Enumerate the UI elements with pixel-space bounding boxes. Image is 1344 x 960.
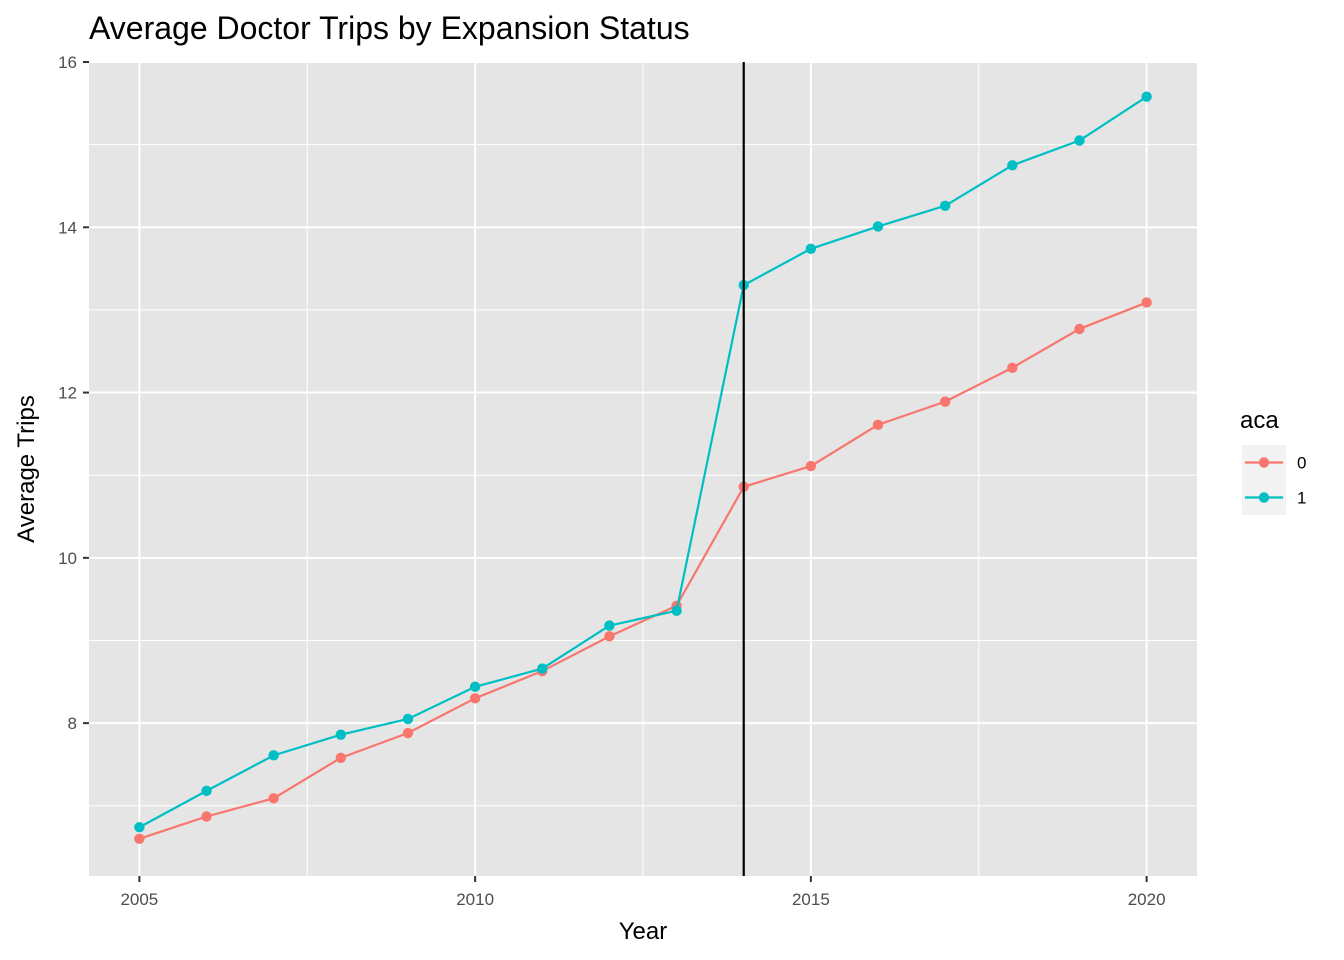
data-point-1-2017 [939, 200, 951, 211]
y-tick-label: 12 [58, 384, 77, 403]
data-point-0-2012 [604, 631, 615, 642]
x-tick-label: 2020 [1128, 890, 1166, 909]
data-point-1-2011 [537, 663, 548, 674]
series-line-0 [139, 301, 1148, 840]
data-point-1-2007 [268, 750, 279, 761]
legend-item-1: 1 [1242, 480, 1306, 515]
series-1 [134, 91, 1152, 833]
y-tick-label: 16 [58, 53, 77, 72]
chart-title: Average Doctor Trips by Expansion Status [89, 10, 690, 46]
data-point-0-2019 [1074, 323, 1085, 335]
data-point-1-2019 [1074, 135, 1085, 146]
legend: aca 0 1 [1240, 407, 1306, 515]
data-point-1-2012 [604, 620, 615, 631]
x-tick-label: 2015 [792, 890, 830, 909]
data-point-1-2018 [1007, 160, 1018, 171]
data-point-0-2006 [201, 811, 212, 822]
x-axis: 2005 2010 2015 2020 [120, 876, 1166, 909]
data-point-0-2018 [1007, 362, 1018, 373]
data-point-0-2005 [134, 833, 145, 845]
series-line-1 [138, 95, 1148, 829]
data-point-1-2015 [805, 243, 817, 254]
data-point-0-2015 [805, 460, 817, 472]
legend-label-1: 1 [1297, 489, 1306, 508]
series-0 [134, 297, 1152, 845]
y-tick-label: 14 [58, 218, 77, 237]
data-point-1-2010 [469, 681, 481, 692]
y-tick-label: 10 [58, 549, 77, 568]
data-point-0-2016 [872, 419, 884, 430]
x-tick-label: 2010 [456, 890, 494, 909]
data-point-1-2008 [335, 729, 347, 740]
legend-label-0: 0 [1297, 454, 1306, 473]
data-point-1-2005 [134, 822, 145, 833]
legend-key-point [1258, 492, 1270, 503]
data-point-0-2007 [268, 793, 279, 804]
y-axis: 8 10 12 14 16 [58, 53, 89, 733]
data-point-1-2009 [402, 713, 414, 725]
y-tick-label: 8 [68, 714, 77, 733]
x-axis-title: Year [619, 918, 668, 945]
data-point-1-2016 [872, 221, 884, 232]
data-point-0-2009 [402, 727, 414, 739]
legend-item-0: 0 [1242, 445, 1306, 480]
y-axis-title: Average Trips [13, 395, 40, 543]
data-point-1-2006 [201, 785, 212, 797]
x-tick-label: 2005 [120, 890, 158, 909]
series-layer [134, 91, 1152, 845]
data-point-0-2008 [335, 752, 347, 764]
legend-title: aca [1240, 407, 1279, 434]
data-point-0-2020 [1141, 297, 1152, 308]
minor-gridlines [89, 62, 1197, 876]
data-point-0-2010 [469, 693, 481, 704]
data-point-1-2020 [1141, 91, 1152, 102]
legend-key-point [1258, 457, 1270, 468]
data-point-1-2013 [671, 605, 682, 616]
data-point-0-2017 [939, 396, 951, 407]
